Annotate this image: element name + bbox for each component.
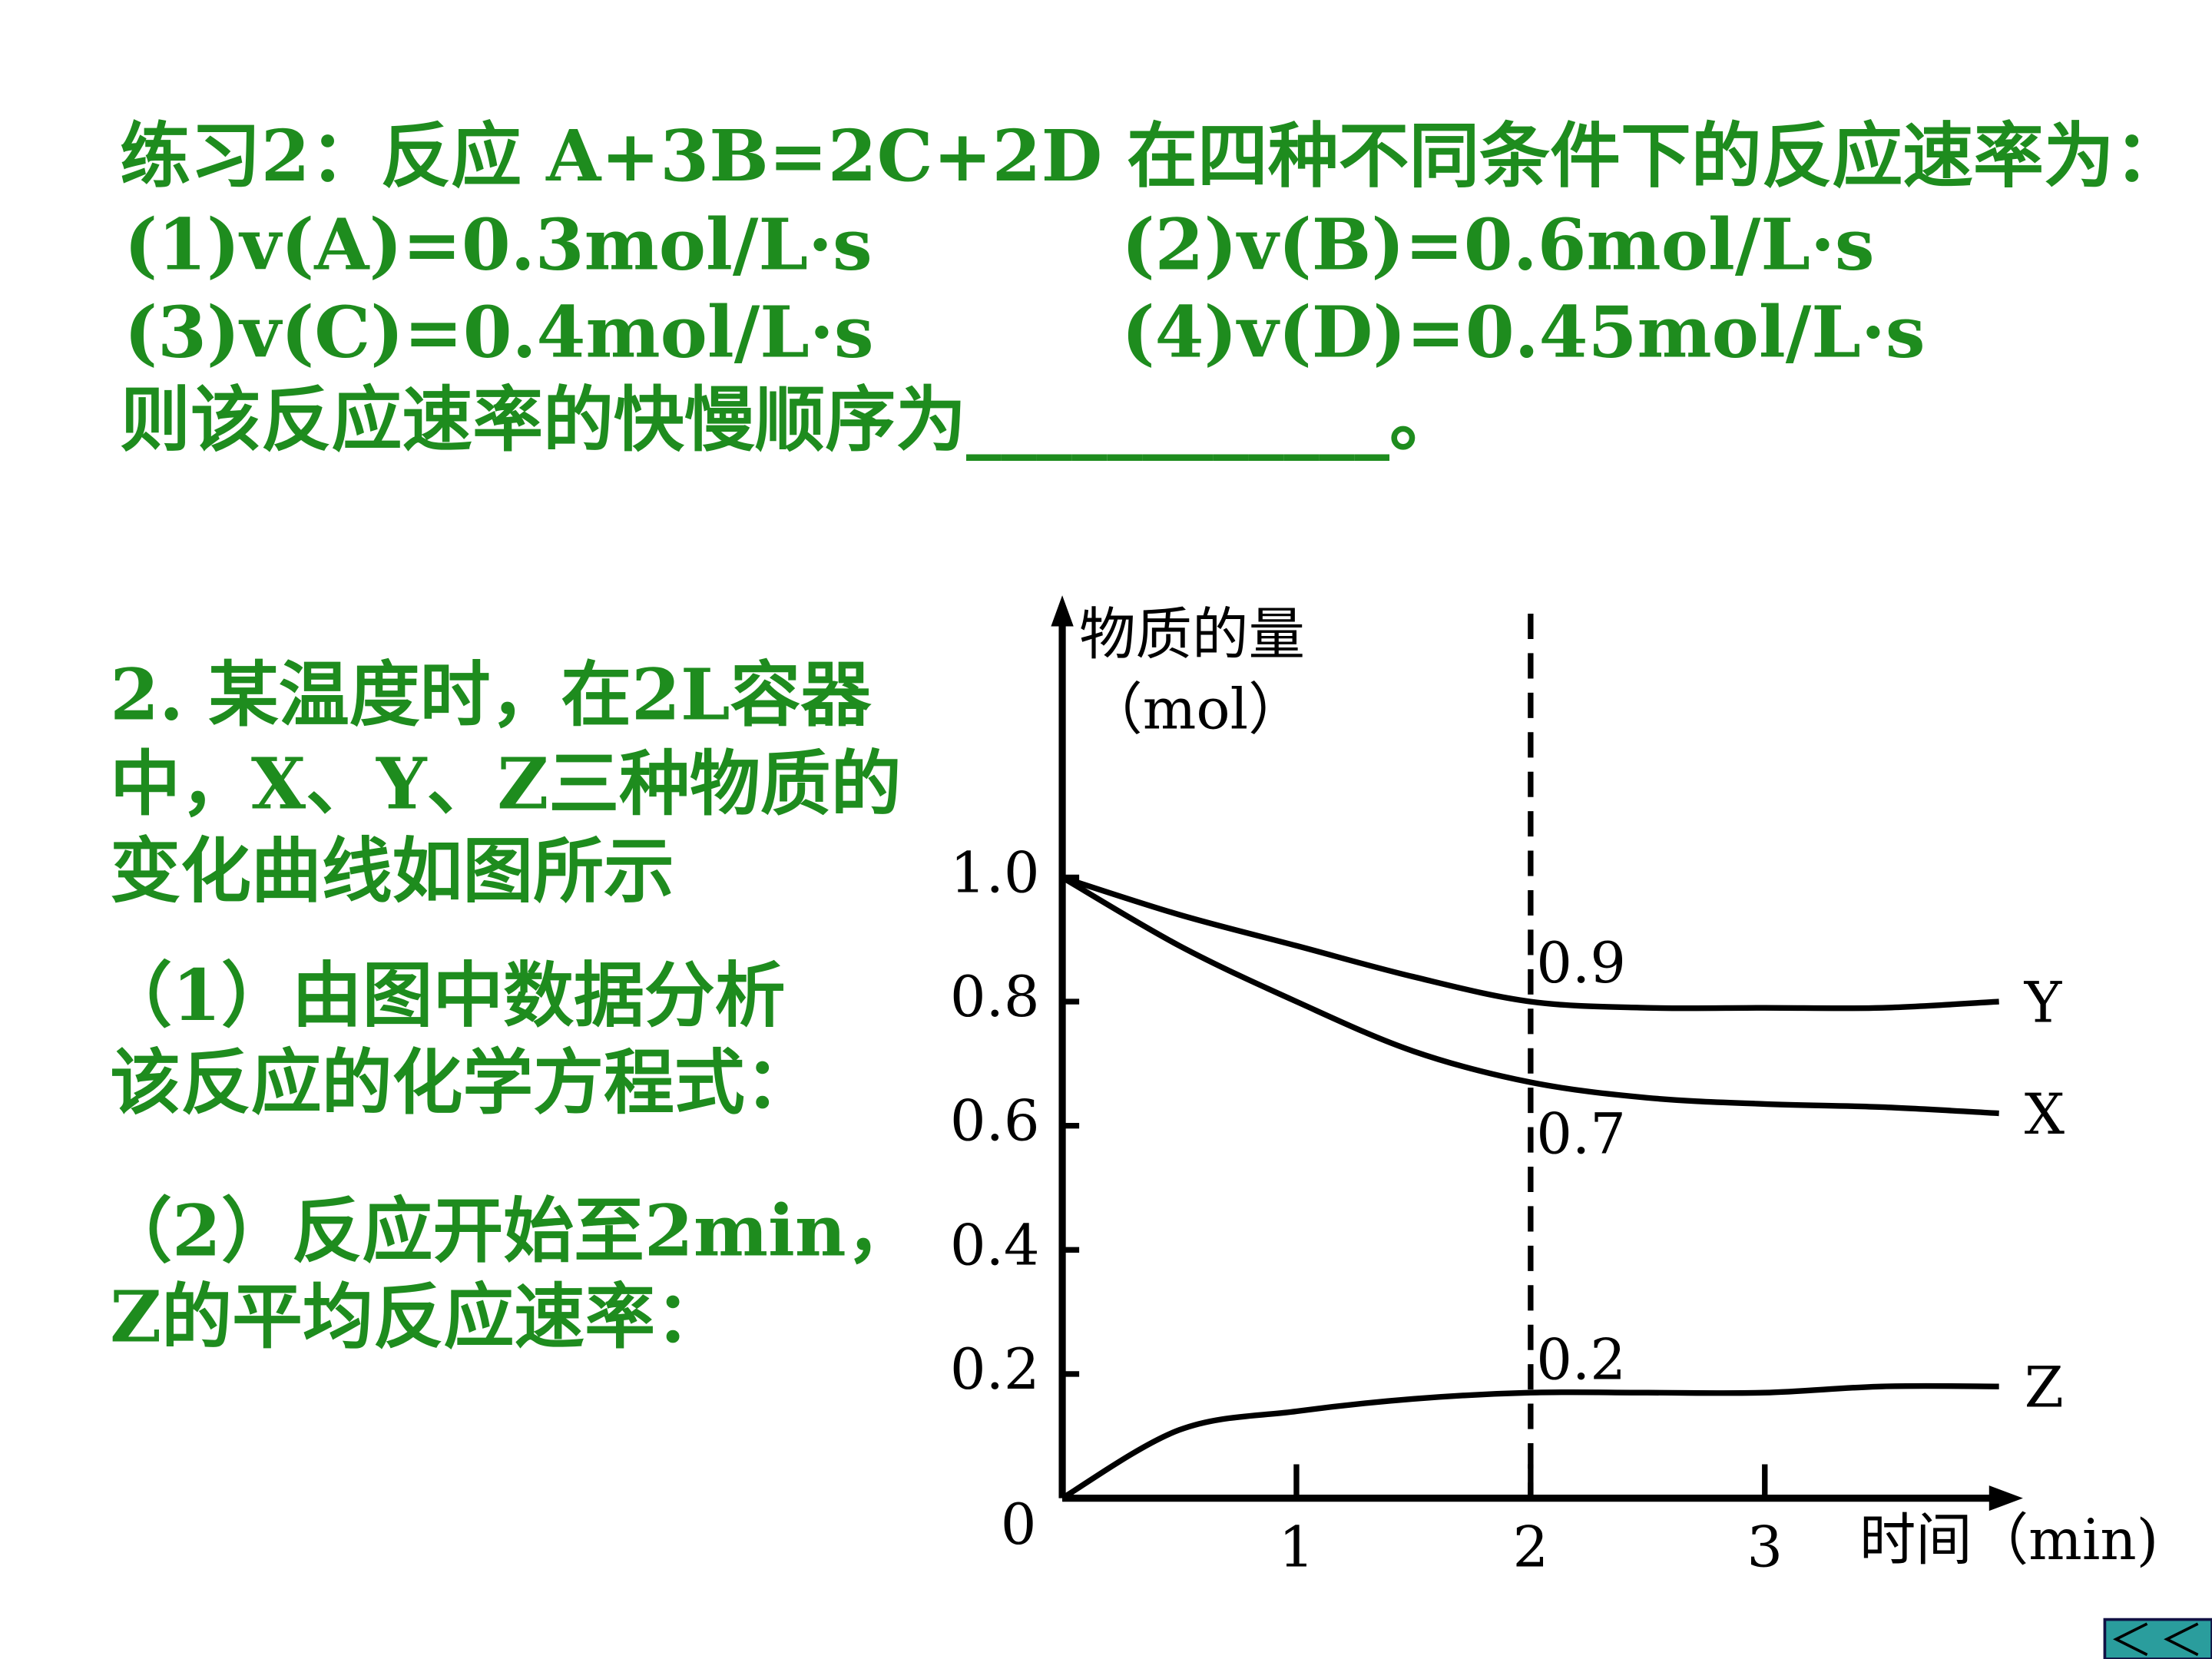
x-tick-label: 2 — [1512, 1515, 1548, 1580]
y-axis-label: 物质的量 — [1079, 602, 1305, 667]
x-tick-label: 3 — [1747, 1515, 1783, 1580]
problem-intro: 变化曲线如图所示 — [110, 830, 674, 912]
annotation: 0.2 — [1536, 1327, 1626, 1392]
x-tick-label: 1 — [1279, 1515, 1315, 1580]
y-tick-label: 0.6 — [950, 1089, 1040, 1154]
series-label: Y — [2024, 970, 2063, 1035]
y-axis-arrow — [1051, 595, 1074, 627]
y-tick-label: 0.2 — [950, 1337, 1040, 1402]
problem-intro: 2. 某温度时，在2L容器 — [110, 654, 872, 737]
exercise-question: 则该反应速率的快慢顺序为____________。 — [120, 378, 1460, 461]
exercise-item: (2)v(B)=0.6mol/L·s — [1121, 204, 1874, 286]
x-axis-label: 时间（min) — [1859, 1508, 2158, 1573]
problem-question: （1）由图中数据分析 — [101, 954, 785, 1037]
series-label: X — [2025, 1082, 2065, 1147]
series-line — [1061, 1382, 1999, 1501]
y-tick-label: 0.4 — [950, 1213, 1040, 1278]
problem-question: Z的平均反应速率： — [110, 1276, 726, 1359]
exercise-item: (3)v(C)=0.4mol/L·s — [124, 291, 874, 374]
y-axis-label: （mol） — [1086, 677, 1304, 742]
exercise-title: 练习2：反应 A+3B=2C+2D 在四种不同条件下的反应速率为： — [120, 114, 2184, 197]
y-tick-label: 0.8 — [950, 965, 1040, 1030]
problem-question: 该反应的化学方程式： — [110, 1041, 815, 1124]
annotation: 0.9 — [1536, 931, 1626, 996]
nav-prev[interactable] — [2112, 1622, 2148, 1657]
problem-question: （2）反应开始至2min， — [101, 1190, 916, 1273]
y-tick-label: 0 — [1001, 1492, 1037, 1558]
series-line — [1061, 874, 1999, 1012]
series-line — [1061, 875, 1999, 1117]
y-tick-label: 1.0 — [950, 840, 1040, 906]
exercise-item: (1)v(A)=0.3mol/L·s — [124, 204, 873, 286]
annotation: 0.7 — [1536, 1102, 1626, 1167]
x-axis-arrow — [1988, 1485, 2023, 1512]
problem-intro: 中，X、Y、Z三种物质的 — [110, 742, 901, 825]
series-label: Z — [2025, 1355, 2064, 1420]
nav-back[interactable] — [2164, 1622, 2199, 1657]
nav-button[interactable] — [2103, 1618, 2212, 1659]
exercise-item: (4)v(D)=0.45mol/L·s — [1121, 291, 1925, 374]
